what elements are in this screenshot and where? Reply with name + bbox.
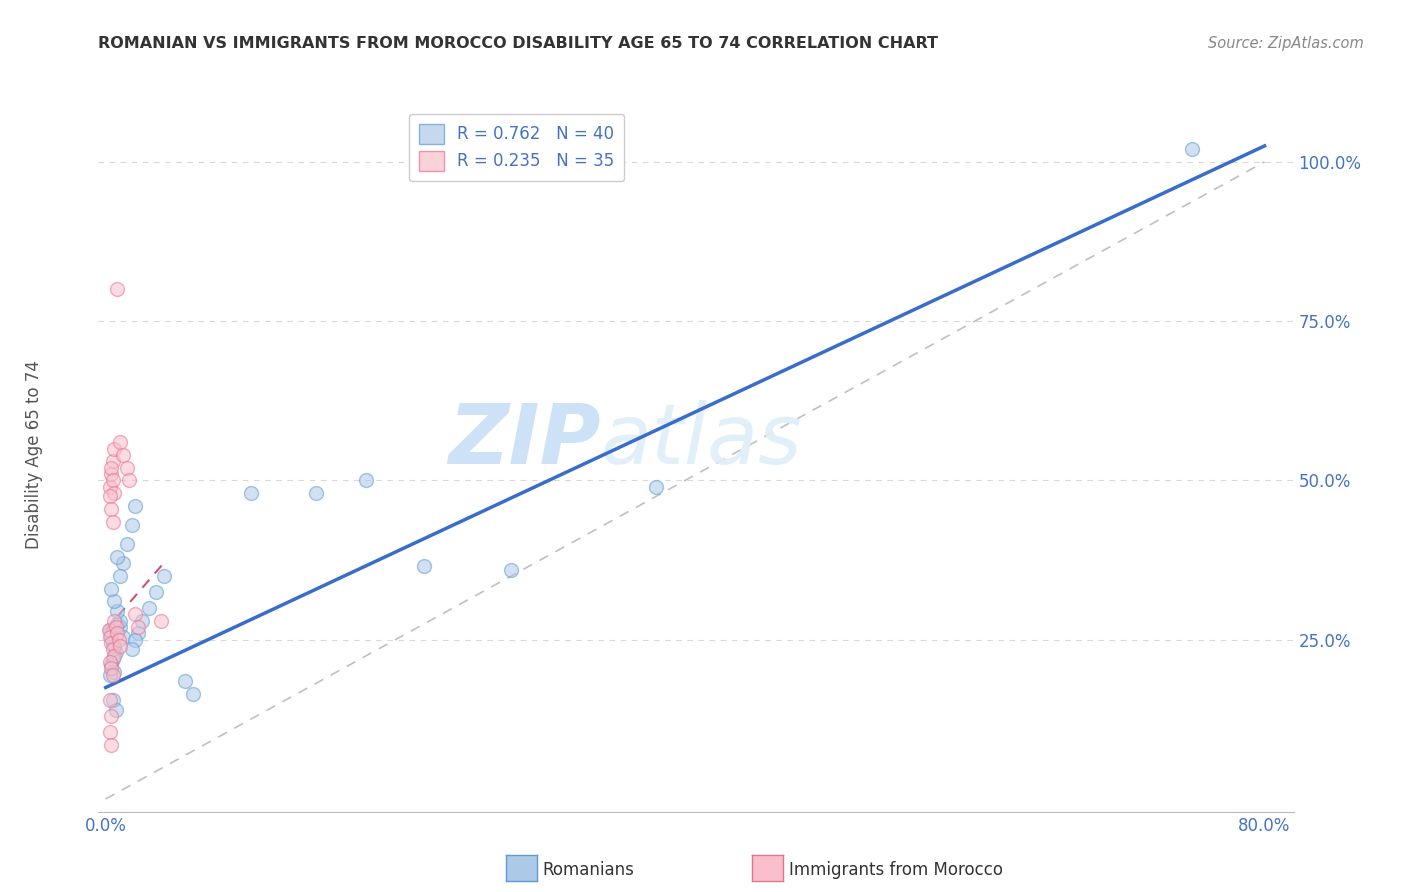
Point: [100, 502, 122, 516]
Point: [103, 614, 125, 628]
Point: [98, 489, 121, 503]
Point: [174, 674, 197, 689]
Point: [103, 648, 125, 663]
Point: [101, 454, 124, 468]
Point: [98, 693, 121, 707]
Text: Immigrants from Morocco: Immigrants from Morocco: [789, 861, 1002, 879]
Point: [104, 620, 127, 634]
Y-axis label: Disability Age 65 to 74: Disability Age 65 to 74: [25, 360, 42, 549]
Text: Romanians: Romanians: [543, 861, 634, 879]
Point: [105, 604, 128, 618]
Point: [181, 687, 204, 701]
Point: [98, 655, 121, 669]
Point: [121, 642, 143, 657]
Point: [138, 600, 160, 615]
Point: [101, 474, 124, 488]
Point: [98, 667, 121, 681]
Point: [124, 499, 146, 513]
Point: [103, 665, 125, 679]
Point: [124, 607, 146, 622]
Text: ZIP: ZIP: [447, 401, 600, 481]
Point: [98, 480, 121, 494]
Point: [108, 639, 131, 653]
Point: [105, 549, 128, 564]
Text: atlas: atlas: [600, 401, 801, 481]
Point: [97, 623, 120, 637]
Point: [103, 442, 125, 456]
Text: Source: ZipAtlas.com: Source: ZipAtlas.com: [1208, 36, 1364, 51]
Point: [103, 486, 125, 500]
Point: [101, 642, 124, 657]
Point: [131, 614, 153, 628]
Point: [98, 725, 121, 739]
Point: [101, 652, 124, 666]
Point: [98, 630, 121, 644]
Legend: R = 0.762   N = 40, R = 0.235   N = 35: R = 0.762 N = 40, R = 0.235 N = 35: [409, 113, 624, 181]
Point: [501, 563, 523, 577]
Point: [1181, 142, 1204, 156]
Point: [108, 620, 131, 634]
Point: [104, 703, 127, 717]
Point: [117, 537, 139, 551]
Point: [101, 636, 124, 650]
Point: [103, 639, 125, 653]
Point: [118, 474, 141, 488]
Point: [100, 630, 122, 644]
Point: [124, 632, 146, 647]
Point: [145, 585, 167, 599]
Point: [108, 614, 131, 628]
Point: [98, 623, 121, 637]
Point: [100, 636, 122, 650]
Point: [108, 569, 131, 583]
Point: [100, 467, 122, 481]
Point: [149, 614, 172, 628]
Point: [101, 515, 124, 529]
Point: [127, 626, 149, 640]
Point: [305, 486, 328, 500]
Point: [645, 480, 668, 494]
Point: [152, 569, 174, 583]
Point: [117, 460, 139, 475]
Point: [105, 626, 128, 640]
Point: [127, 620, 149, 634]
Point: [103, 594, 125, 608]
Point: [100, 709, 122, 723]
Point: [413, 559, 436, 574]
Point: [100, 582, 122, 596]
Point: [356, 474, 378, 488]
Point: [239, 486, 262, 500]
Point: [101, 667, 124, 681]
Point: [104, 645, 127, 659]
Point: [107, 632, 129, 647]
Point: [108, 435, 131, 450]
Point: [100, 661, 122, 675]
Point: [101, 693, 124, 707]
Text: ROMANIAN VS IMMIGRANTS FROM MOROCCO DISABILITY AGE 65 TO 74 CORRELATION CHART: ROMANIAN VS IMMIGRANTS FROM MOROCCO DISA…: [98, 36, 938, 51]
Point: [100, 658, 122, 673]
Point: [112, 556, 135, 570]
Point: [100, 460, 122, 475]
Point: [112, 448, 135, 462]
Point: [105, 282, 128, 296]
Point: [100, 738, 122, 752]
Point: [121, 518, 143, 533]
Point: [105, 616, 128, 631]
Point: [112, 630, 135, 644]
